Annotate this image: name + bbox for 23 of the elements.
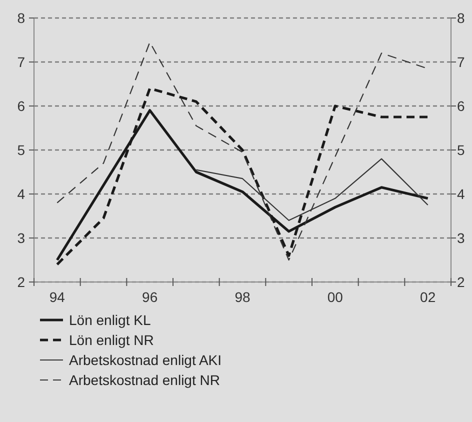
y-tick-label: 7 (17, 54, 26, 70)
y-tick-label: 8 (17, 10, 26, 26)
x-tick-label: 02 (420, 289, 436, 305)
y-tick-label: 6 (17, 98, 26, 114)
x-tick-label: 94 (49, 289, 66, 305)
y-tick-label: 2 (17, 274, 26, 290)
x-tick-label: 00 (327, 289, 344, 305)
y2-tick-label: 6 (457, 98, 465, 114)
y2-tick-label: 4 (457, 186, 465, 202)
x-tick-label: 98 (234, 289, 250, 305)
y-tick-label: 4 (17, 186, 26, 202)
y2-tick-label: 3 (457, 230, 465, 246)
legend-label: Lön enligt NR (69, 332, 154, 348)
y2-tick-label: 5 (457, 142, 465, 158)
legend-label: Lön enligt KL (69, 312, 151, 328)
y-tick-label: 3 (17, 230, 26, 246)
x-tick-label: 96 (142, 289, 158, 305)
legend-label: Arbetskostnad enligt AKI (69, 352, 222, 368)
y-tick-label: 5 (17, 142, 26, 158)
y2-tick-label: 7 (457, 54, 465, 70)
y2-tick-label: 2 (457, 274, 465, 290)
y2-tick-label: 8 (457, 10, 465, 26)
legend-label: Arbetskostnad enligt NR (69, 372, 220, 388)
